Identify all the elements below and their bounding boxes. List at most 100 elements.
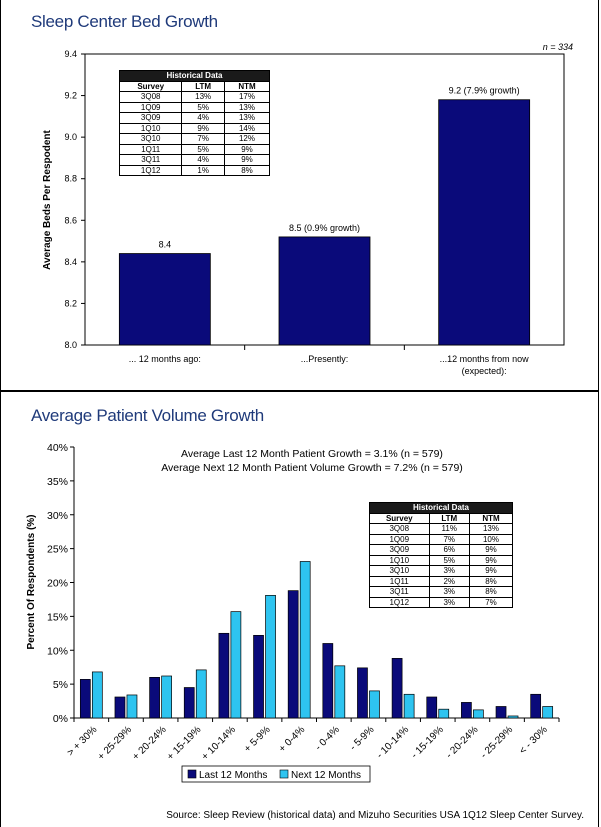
patient-volume-panel: Average Patient Volume Growth Average La… [0,391,599,827]
table-row: 1Q11 5% 9% [118,143,271,155]
x-tick-label: - 0-4% [313,724,342,753]
bar-last-12 [114,696,126,719]
y-tick-label: 15% [47,611,68,623]
table-row: 3Q09 6% 9% [369,544,514,556]
annotation-ltm: Average Last 12 Month Patient Growth = 3… [181,448,443,460]
table-cell: 9% [223,143,271,155]
table2-col-ntm: NTM [468,512,514,524]
bed-growth-panel: Sleep Center Bed Growth n = 334 Average … [0,0,599,391]
patient-volume-chart: Average Last 12 Month Patient Growth = 3… [26,442,560,783]
table-cell: 13% [223,101,271,113]
table-cell: 13% [223,112,271,124]
x-tick-label: ... 12 months ago: [129,354,201,364]
table2-col-survey: Survey [369,512,430,524]
bar [118,253,211,346]
table-cell: 3Q10 [369,565,430,577]
bar-data-label: 8.5 (0.9% growth) [289,223,360,233]
legend-label: Last 12 Months [199,770,267,781]
legend-box [181,765,371,783]
table-row: 3Q11 4% 9% [118,154,271,166]
table-cell: 11% [428,523,470,535]
bar-last-12 [149,677,160,719]
bar-last-12 [253,634,264,719]
table-cell: 10% [468,533,514,545]
y-tick-label: 20% [47,578,68,590]
bar-last-12 [218,632,230,719]
bar-last-12 [391,658,403,719]
bar-last-12 [287,590,299,719]
table-cell: 3% [428,565,470,577]
y-tick-label: 8.0 [64,340,77,350]
table-cell: 4% [181,154,225,166]
table-cell: 9% [181,122,225,134]
table-cell: 6% [428,544,470,556]
table2-title: Historical Data [369,502,513,514]
legend-swatch [279,769,289,779]
table-cell: 9% [223,154,271,166]
bar [278,236,371,346]
legend-swatch [187,769,197,779]
table-cell: 3Q09 [118,112,183,124]
y-tick-label: 8.8 [64,174,77,184]
legend-label: Next 12 Months [291,770,361,781]
annotation-ntm: Average Next 12 Month Patient Volume Gro… [161,462,463,474]
bar-last-12 [322,643,334,719]
table-row: 3Q11 3% 8% [369,586,514,598]
table-cell: 3Q09 [369,544,430,556]
table2-col-ltm: LTM [428,512,470,524]
bar-next-12 [334,665,346,719]
table-row: 3Q10 3% 9% [369,565,514,577]
x-tick-label: + 20-24% [130,724,168,762]
table-cell: 3Q08 [369,523,430,535]
y-tick-label: 8.4 [64,257,77,267]
bar-next-12 [299,561,311,719]
x-tick-label: + 5-9% [242,724,272,754]
bed-growth-chart: n = 334 Average Beds Per Respodent 8.0 8.… [42,42,573,376]
table-cell: 7% [468,596,514,608]
table-cell: 9% [468,565,514,577]
chart1-ylabel: Average Beds Per Respodent [42,129,53,269]
table-cell: 8% [223,164,271,176]
bar [438,99,531,346]
table1-title: Historical Data [119,70,270,82]
bar-next-12 [161,675,172,719]
bar-last-12 [183,687,195,719]
y-tick-label: 30% [47,510,68,522]
y-tick-label: 9.2 [64,91,77,101]
x-tick-label: - 25-29% [479,724,516,761]
table-row: 1Q11 2% 8% [369,575,514,587]
y-tick-label: 0% [53,713,68,725]
table-cell: 17% [223,91,271,103]
bar-next-12 [126,694,138,719]
bar-next-12 [369,690,380,719]
y-tick-label: 9.4 [64,49,77,59]
table-cell: 9% [468,554,514,566]
table-cell: 12% [223,133,271,145]
table-cell: 3Q11 [118,154,183,166]
bar-data-label: 8.4 [159,240,172,250]
table-cell: 1Q09 [369,533,430,545]
table-row: 1Q09 7% 10% [369,533,514,545]
table-cell: 8% [468,575,514,587]
x-tick-label: + 0-4% [277,724,307,754]
table1-col-ltm: LTM [181,80,225,92]
y-tick-label: 8.2 [64,298,77,308]
x-tick-label: + 10-14% [200,724,238,762]
chart1-title: Sleep Center Bed Growth [31,12,218,31]
chart2-ylabel: Percent Of Respondents (%) [26,514,37,649]
table-cell: 8% [468,586,514,598]
y-tick-label: 10% [47,645,68,657]
x-tick-label: - 20-24% [444,724,481,761]
table-row: 3Q09 4% 13% [118,112,271,124]
table-cell: 3% [428,586,470,598]
y-tick-label: 25% [47,544,68,556]
y-tick-label: 9.0 [64,132,77,142]
x-tick-label: + 15-19% [165,724,203,762]
table-cell: 7% [181,133,225,145]
table-cell: 3Q10 [118,133,183,145]
table-cell: 5% [181,143,225,155]
table-cell: 3Q08 [118,91,183,103]
bar-next-12 [265,595,276,719]
table-cell: 2% [428,575,470,587]
table-cell: 13% [181,91,225,103]
